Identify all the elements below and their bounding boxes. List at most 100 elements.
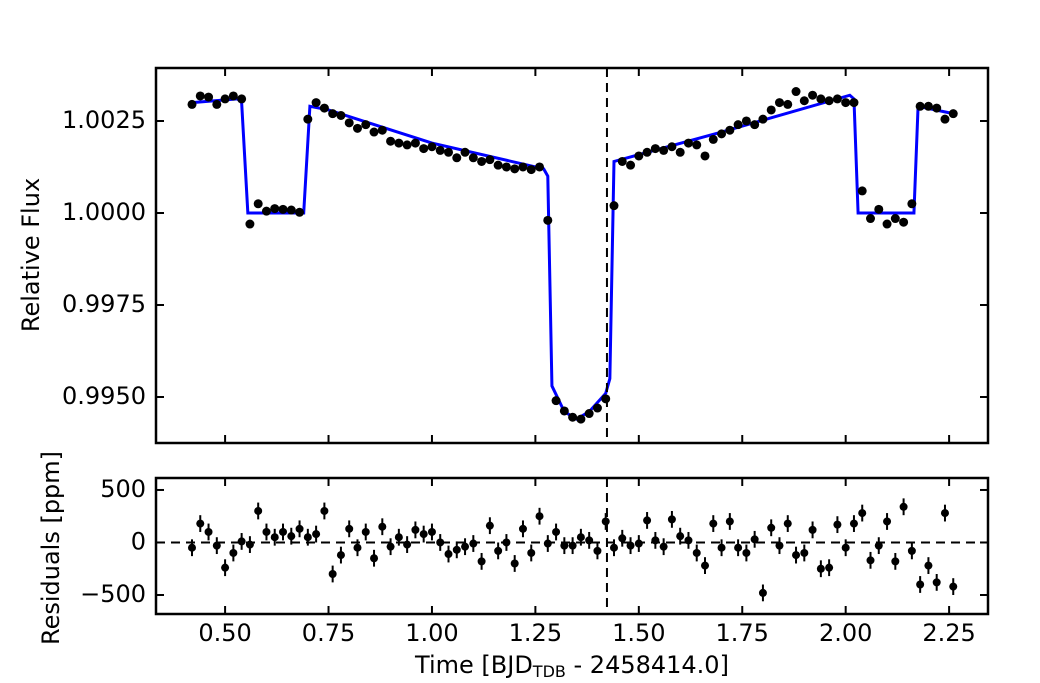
data-point (261, 206, 271, 216)
data-point (783, 99, 793, 109)
residual-point (866, 556, 875, 565)
data-point (940, 114, 950, 124)
data-point (675, 147, 685, 157)
residual-point (361, 527, 370, 536)
data-point (609, 201, 619, 211)
residual-point (427, 527, 436, 536)
x-tick-label: 1.50 (612, 619, 665, 647)
residual-point (907, 546, 916, 555)
data-point (228, 91, 238, 101)
data-point (866, 214, 876, 224)
plot-frame (154, 66, 990, 445)
y-tick-label: 0.9975 (62, 290, 146, 318)
data-point (717, 129, 727, 139)
residual-point (444, 550, 453, 559)
data-point (725, 125, 735, 135)
data-point (394, 138, 404, 148)
data-point (336, 110, 346, 120)
data-point (601, 394, 611, 404)
residual-point (510, 559, 519, 568)
data-point (659, 145, 669, 155)
data-point (344, 118, 354, 128)
data-point (948, 109, 958, 119)
residual-point (229, 548, 238, 557)
residual-point (585, 536, 594, 545)
residual-point (336, 551, 345, 560)
data-point (419, 144, 429, 154)
data-point (295, 207, 305, 217)
residual-point (518, 524, 527, 533)
data-point (501, 162, 511, 172)
data-point (485, 155, 495, 165)
x-tick-label: 0.50 (198, 619, 251, 647)
data-point (278, 204, 288, 214)
residual-point (709, 519, 718, 528)
residual-point (353, 543, 362, 552)
residual-point (684, 536, 693, 545)
data-point (319, 103, 329, 113)
residual-point (436, 538, 445, 547)
residual-point (411, 525, 420, 534)
residual-point (841, 543, 850, 552)
residual-point (452, 545, 461, 554)
y-tick-label: 0 (131, 527, 146, 555)
residual-point (312, 530, 321, 539)
residual-point (386, 542, 395, 551)
residual-point (254, 506, 263, 515)
data-point (824, 96, 834, 106)
y-tick-label: 1.0000 (62, 198, 146, 226)
data-point (328, 109, 338, 119)
residual-point (593, 546, 602, 555)
data-point (741, 116, 751, 126)
data-point (410, 138, 420, 148)
data-point (857, 186, 867, 196)
residual-point (320, 506, 329, 515)
data-point (369, 127, 379, 137)
residual-point (758, 588, 767, 597)
data-point (303, 114, 313, 124)
residual-point (502, 538, 511, 547)
data-point (791, 87, 801, 97)
residual-point (527, 548, 536, 557)
x-axis-label-rest: - 2458414.0] (566, 651, 729, 679)
x-tick-label: 1.00 (405, 619, 458, 647)
residual-point (849, 519, 858, 528)
data-point (932, 103, 942, 113)
data-point (799, 96, 809, 106)
residual-point (560, 541, 569, 550)
data-point (832, 94, 842, 104)
data-point (477, 156, 487, 166)
y-axis-label: Relative Flux (17, 178, 45, 332)
data-point (841, 98, 851, 108)
y-tick-label: 1.0025 (62, 106, 146, 134)
residual-point (792, 551, 801, 560)
residual-point (469, 539, 478, 548)
residual-point (634, 539, 643, 548)
residual-point (775, 541, 784, 550)
residual-point (626, 541, 635, 550)
data-point (535, 162, 545, 172)
residual-point (750, 535, 759, 544)
residual-point (461, 542, 470, 551)
data-point (543, 215, 553, 225)
data-point (468, 153, 478, 163)
data-point (377, 125, 387, 135)
data-point (510, 164, 520, 174)
residual-point (667, 515, 676, 524)
data-point (568, 412, 578, 422)
y-tick-label: −500 (80, 580, 146, 608)
residual-point (924, 561, 933, 570)
data-point (642, 147, 652, 157)
residual-point (279, 527, 288, 536)
residual-point (725, 517, 734, 526)
data-point (286, 205, 296, 215)
data-point (667, 142, 677, 152)
x-axis-label-sub: TDB (532, 662, 566, 681)
residual-point (643, 516, 652, 525)
residual-point (494, 546, 503, 555)
data-point (237, 94, 247, 104)
residual-point (618, 534, 627, 543)
x-tick-label: 1.25 (509, 619, 562, 647)
residual-point (940, 509, 949, 518)
residual-point (701, 561, 710, 570)
